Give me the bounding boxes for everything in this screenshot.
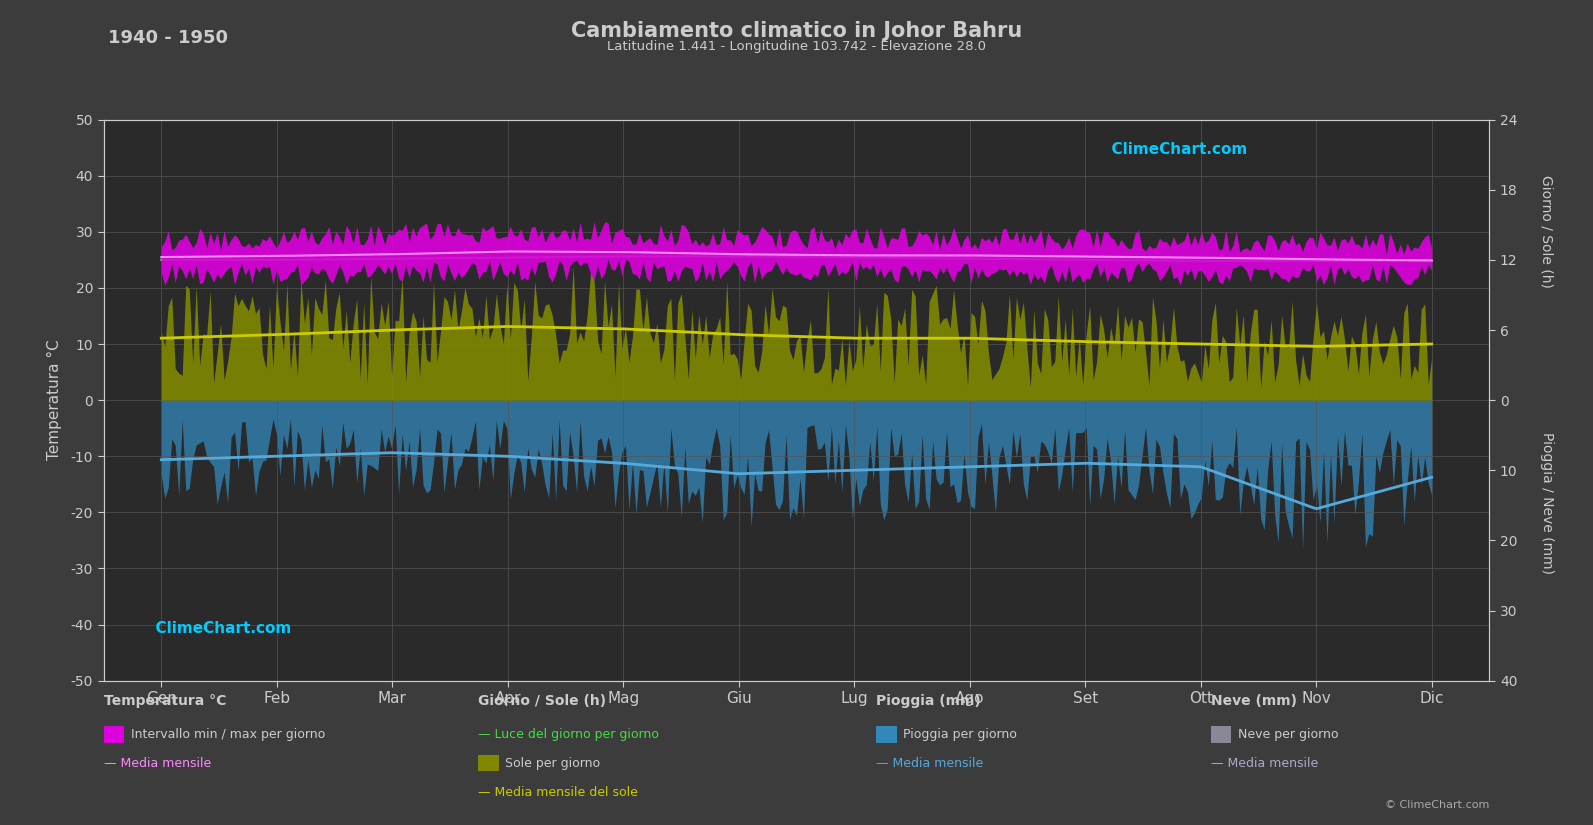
Text: © ClimeChart.com: © ClimeChart.com (1384, 800, 1489, 810)
Text: Neve (mm): Neve (mm) (1211, 695, 1297, 709)
Text: 1940 - 1950: 1940 - 1950 (108, 29, 228, 47)
Text: ClimeChart.com: ClimeChart.com (1101, 142, 1247, 157)
Text: Pioggia (mm): Pioggia (mm) (876, 695, 981, 709)
Text: Neve per giorno: Neve per giorno (1238, 728, 1338, 741)
Text: Pioggia per giorno: Pioggia per giorno (903, 728, 1016, 741)
Text: — Media mensile: — Media mensile (104, 757, 210, 770)
Text: Sole per giorno: Sole per giorno (505, 757, 601, 770)
Text: Pioggia / Neve (mm): Pioggia / Neve (mm) (1540, 432, 1553, 574)
Text: — Media mensile: — Media mensile (876, 757, 983, 770)
Text: — Media mensile del sole: — Media mensile del sole (478, 785, 637, 799)
Text: — Luce del giorno per giorno: — Luce del giorno per giorno (478, 728, 660, 741)
Y-axis label: Temperatura °C: Temperatura °C (48, 340, 62, 460)
Text: — Media mensile: — Media mensile (1211, 757, 1317, 770)
Text: Intervallo min / max per giorno: Intervallo min / max per giorno (131, 728, 325, 741)
Text: ClimeChart.com: ClimeChart.com (145, 620, 292, 636)
Text: Temperatura °C: Temperatura °C (104, 695, 226, 709)
Text: Giorno / Sole (h): Giorno / Sole (h) (1540, 175, 1553, 287)
Text: Giorno / Sole (h): Giorno / Sole (h) (478, 695, 605, 709)
Text: Latitudine 1.441 - Longitudine 103.742 - Elevazione 28.0: Latitudine 1.441 - Longitudine 103.742 -… (607, 40, 986, 53)
Text: Cambiamento climatico in Johor Bahru: Cambiamento climatico in Johor Bahru (570, 21, 1023, 40)
